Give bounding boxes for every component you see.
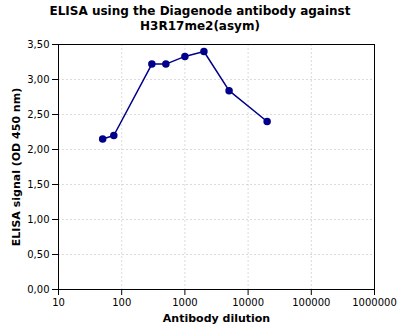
svg-text:10: 10 (52, 297, 65, 308)
svg-text:1000: 1000 (172, 297, 197, 308)
svg-text:100000: 100000 (292, 297, 330, 308)
svg-text:3,00: 3,00 (27, 74, 49, 85)
svg-text:1000000: 1000000 (352, 297, 397, 308)
html-text:ELISA using the Diagenode anti: ELISA using the Diagenode antibody again… (49, 4, 351, 33)
svg-text:2,50: 2,50 (27, 109, 49, 120)
svg-text:0,50: 0,50 (27, 249, 49, 260)
svg-text:1,00: 1,00 (27, 214, 49, 225)
svg-text:100: 100 (112, 297, 131, 308)
svg-text:10000: 10000 (232, 297, 264, 308)
svg-text:Antibody dilution: Antibody dilution (163, 312, 270, 325)
svg-text:1,50: 1,50 (27, 179, 49, 190)
svg-text:0,00: 0,00 (27, 284, 49, 295)
svg-text:3,50: 3,50 (27, 39, 49, 50)
svg-text:ELISA signal (OD 450 nm): ELISA signal (OD 450 nm) (10, 88, 23, 246)
svg-text:2,00: 2,00 (27, 144, 49, 155)
